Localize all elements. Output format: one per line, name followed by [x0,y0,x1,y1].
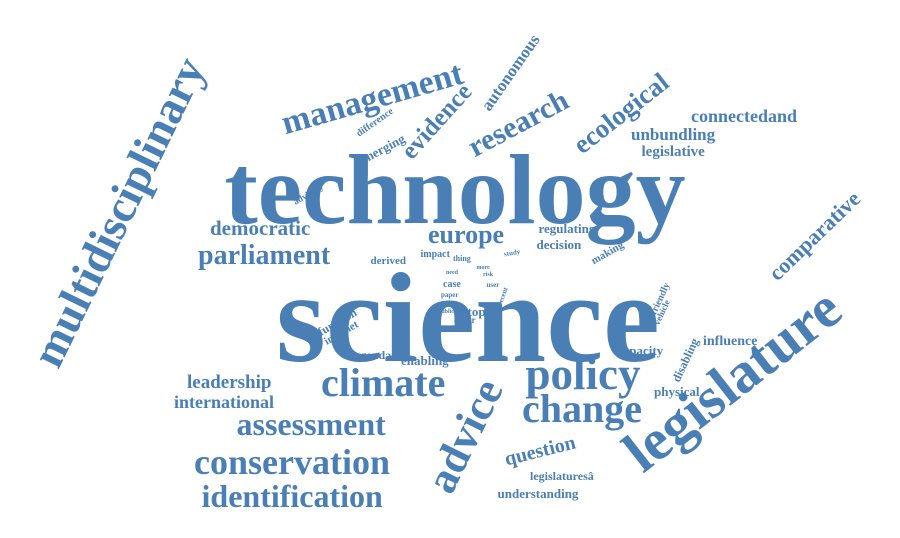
word-leadership: leadership [187,371,272,393]
word-europe: europe [428,220,505,249]
word-capacity: capacity [617,342,664,358]
word-technology: technology [224,134,686,245]
word-science: science [276,247,660,389]
word-comparative: comparative [762,185,865,286]
word-unbundling: unbundling [631,124,716,144]
word-regulating: regulating [538,220,596,236]
word-need: need [446,270,458,276]
word-international: international [174,392,275,412]
word-understanding: understanding [497,485,579,501]
word-question: question [502,431,578,471]
word-thing: thing [453,254,471,263]
word-identification: identification [201,478,383,514]
word-policy: policy [525,348,641,399]
word-impact: impact [420,249,450,260]
word-democratic: democratic [210,215,311,240]
word-user: user [486,280,500,289]
word-decision: decision [536,236,582,252]
word-risk: risk [483,272,494,278]
word-derived: derived [370,254,406,267]
word-legislaturesa: legislaturesâ [530,469,594,483]
word-physical: physical [654,383,700,399]
word-influence: influence [703,334,758,349]
word-more: more [476,265,490,271]
word-public: public [438,309,455,315]
word-conservation: conservation [194,442,390,482]
word-paper: paper [441,290,459,299]
word-connectedand: connectedand [691,106,798,126]
word-change: change [522,386,642,431]
word-agenda: agenda [354,348,392,362]
word-cyber: cyber [454,314,476,325]
word-case: case [443,279,461,290]
word-assessment: assessment [236,406,386,442]
word-climate: climate [321,360,446,405]
word-enabling: enabling [401,352,449,368]
word-legislative: legislative [641,143,705,160]
word-multidisciplinary: multidisciplinary [20,48,215,375]
word-topic: topic [467,303,495,319]
word-parliament: parliament [198,240,331,271]
